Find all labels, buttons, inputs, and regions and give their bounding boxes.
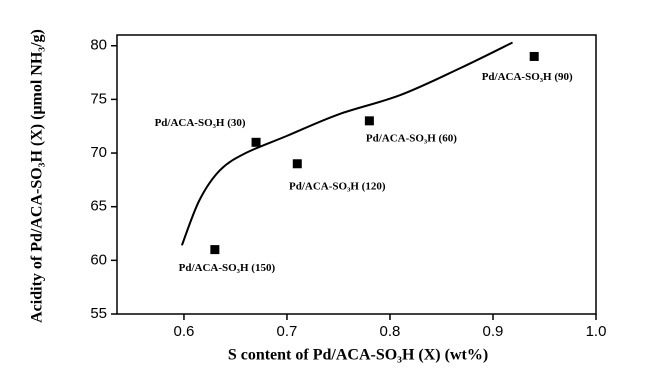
- y-tick-label: 80: [90, 37, 107, 54]
- fit-curve: [180, 41, 514, 246]
- point-label: Pd/ACA-SO₃H (90): [482, 71, 573, 83]
- point-label: Pd/ACA-SO₃H (120): [289, 180, 386, 192]
- x-tick-label: 0.9: [483, 323, 504, 340]
- y-tick-label: 75: [90, 90, 107, 107]
- data-point: [529, 51, 539, 61]
- y-tick-label: 65: [90, 198, 107, 215]
- x-tick-label: 1.0: [586, 323, 607, 340]
- plot-frame: [116, 34, 597, 315]
- point-label: Pd/ACA-SO₃H (150): [179, 262, 276, 274]
- x-axis-title: S content of Pd/ACA-SO₃H (X) (wt%): [228, 347, 488, 364]
- data-point: [251, 137, 261, 147]
- y-tick-label: 55: [90, 305, 107, 322]
- x-tick-label: 0.6: [174, 323, 195, 340]
- data-point: [210, 245, 220, 255]
- data-point: [364, 116, 374, 126]
- x-tick-label: 0.7: [277, 323, 298, 340]
- y-axis-title: Acidity of Pd/ACA-SO₃H (X) (μmol NH₃/g): [29, 29, 46, 323]
- y-tick-label: 60: [90, 251, 107, 268]
- point-label: Pd/ACA-SO₃H (30): [155, 117, 246, 129]
- y-tick-label: 70: [90, 144, 107, 161]
- x-tick-label: 0.8: [380, 323, 401, 340]
- point-label: Pd/ACA-SO₃H (60): [366, 132, 457, 144]
- data-point: [292, 159, 302, 169]
